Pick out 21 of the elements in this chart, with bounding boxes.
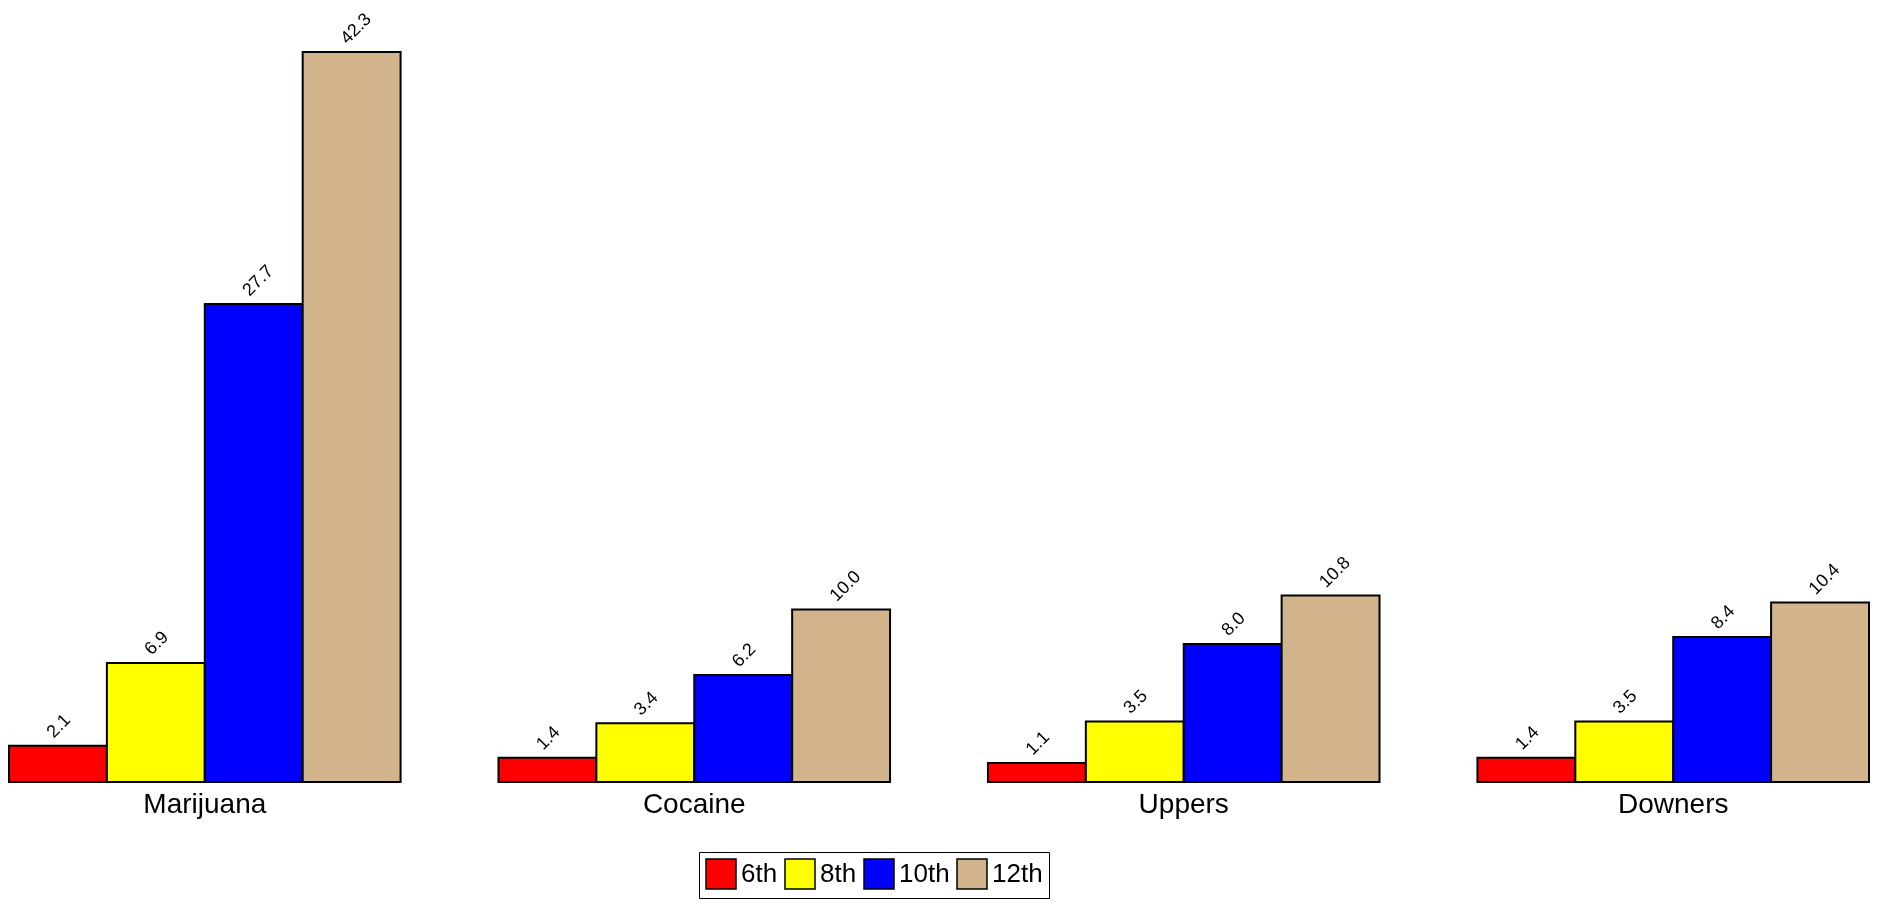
data-label: 1.4 xyxy=(1510,721,1543,754)
data-label: 6.9 xyxy=(140,626,173,659)
x-tick-label: Downers xyxy=(1617,787,1729,819)
data-label: 10.0 xyxy=(825,566,865,606)
data-label: 1.1 xyxy=(1021,726,1054,759)
legend-label: 6th xyxy=(741,858,778,888)
legend-label: 12th xyxy=(992,858,1043,888)
data-label: 3.5 xyxy=(1608,685,1641,718)
legend-label: 10th xyxy=(899,858,950,888)
data-label: 6.2 xyxy=(727,638,760,671)
data-label: 3.5 xyxy=(1119,685,1152,718)
x-tick-label: Cocaine xyxy=(642,787,746,819)
legend-label: 8th xyxy=(820,858,857,888)
data-label: 2.1 xyxy=(42,709,75,742)
data-label: 1.4 xyxy=(531,721,564,754)
data-label: 3.4 xyxy=(629,687,662,720)
x-tick-label: Uppers xyxy=(1138,787,1229,819)
data-label: 8.4 xyxy=(1706,600,1739,633)
x-tick-label: Marijuana xyxy=(143,787,267,819)
data-label: 8.0 xyxy=(1217,607,1249,640)
data-label: 42.3 xyxy=(336,8,375,48)
